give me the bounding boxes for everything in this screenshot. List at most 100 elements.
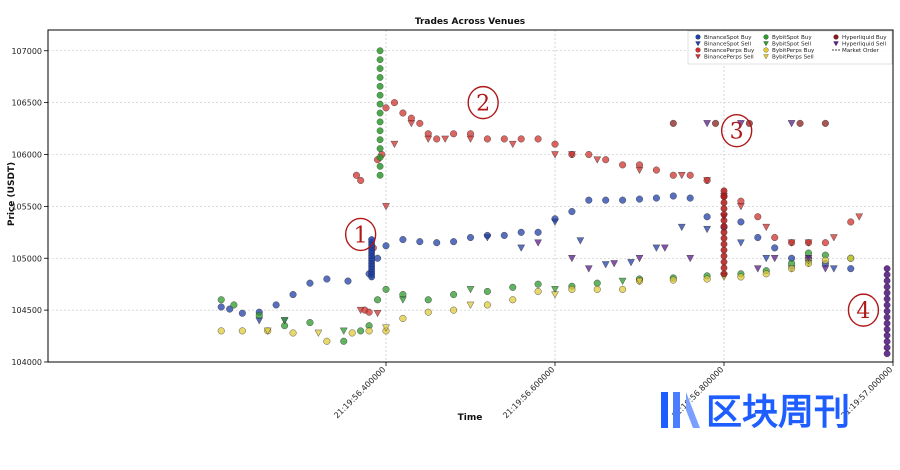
y-axis-title: Price (USDT) (7, 162, 17, 226)
market-order-point (376, 163, 384, 170)
data-point (677, 223, 686, 232)
data-point (585, 196, 593, 204)
data-point (534, 239, 542, 247)
legend-item: Hyperliquid Sell (833, 41, 886, 48)
data-point (787, 239, 796, 247)
market-order-point (883, 289, 891, 297)
data-point (635, 277, 644, 285)
data-point (753, 265, 762, 273)
watermark-text: 区块周刊 (706, 392, 850, 433)
market-order-point (720, 240, 728, 248)
data-point (568, 255, 576, 263)
annotation-circle (847, 293, 880, 327)
legend-item: BinanceSpot Sell (695, 41, 751, 48)
data-point (619, 196, 627, 204)
legend-item: Market Order (832, 48, 880, 54)
data-point (441, 135, 449, 143)
data-point (770, 255, 779, 263)
data-point (483, 287, 491, 295)
market-order-point (883, 319, 891, 327)
data-point (821, 119, 829, 127)
market-order-point (720, 187, 728, 195)
data-point (754, 213, 762, 221)
data-point (255, 311, 263, 319)
data-point (821, 239, 829, 247)
market-order-point (376, 109, 384, 117)
legend-item: BybitPerps Buy (763, 47, 815, 54)
market-order-point (376, 65, 384, 72)
data-point (226, 305, 234, 313)
data-point (737, 203, 745, 211)
legend-label: BinancePerps Sell (704, 55, 754, 61)
data-point (508, 140, 517, 149)
data-point (821, 265, 830, 273)
legend-item: Hyperliquid Buy (833, 34, 887, 41)
data-point (382, 324, 390, 332)
legend-marker (763, 47, 769, 53)
plot-frame (47, 29, 894, 363)
data-point (306, 279, 314, 287)
series-hyperliquid-sell (534, 120, 830, 273)
legend-label: BinancePerps Buy (704, 48, 755, 54)
data-point (754, 233, 762, 241)
data-point (787, 120, 796, 128)
data-point (551, 140, 559, 148)
data-point (352, 171, 360, 179)
annotation-circle (720, 113, 753, 148)
data-point (661, 244, 669, 252)
data-point (289, 291, 297, 299)
data-point (433, 239, 441, 247)
data-point (627, 259, 635, 267)
legend-label: Hyperliquid Sell (842, 42, 886, 48)
data-point (407, 120, 416, 128)
legend-label: Hyperliquid Buy (842, 35, 887, 41)
data-point (821, 256, 829, 264)
market-order-point (376, 91, 384, 99)
market-order-point (376, 171, 384, 179)
market-order-point (883, 313, 891, 321)
data-point (374, 254, 382, 262)
legend-item: BinancePerps Sell (695, 54, 754, 61)
data-point (466, 135, 475, 143)
data-point (619, 161, 627, 169)
data-point (399, 296, 407, 304)
data-point (382, 104, 390, 112)
data-point (762, 270, 770, 278)
series-binancespot-buy (217, 192, 855, 317)
data-point (357, 327, 365, 335)
legend-item: BinancePerps Buy (695, 47, 755, 54)
series-binancespot-sell (255, 218, 838, 325)
series-binanceperps-buy (352, 99, 855, 316)
data-point (669, 192, 677, 200)
data-point (593, 279, 601, 287)
y-tick-label: 104000 (11, 358, 42, 367)
data-point (509, 283, 517, 291)
annotation-circle (467, 85, 499, 120)
data-point (450, 306, 458, 314)
y-tick-label: 105000 (11, 254, 42, 263)
data-point (280, 317, 289, 325)
market-order-point (376, 127, 384, 135)
data-point (593, 285, 601, 293)
series-bybitspot-sell (280, 260, 813, 335)
data-point (669, 119, 677, 127)
data-point (652, 166, 660, 174)
annotations: 1 2 3 4 (344, 85, 880, 327)
legend-label: BinanceSpot Sell (704, 42, 751, 48)
market-order-point (720, 193, 728, 201)
data-point (289, 329, 297, 337)
data-point (568, 285, 576, 293)
market-order-point (720, 264, 728, 272)
legend-label: BinanceSpot Buy (704, 35, 752, 41)
y-tick-label: 106000 (11, 151, 42, 160)
market-order-point (376, 74, 384, 81)
legend-label: BybitPerps Sell (772, 55, 814, 61)
market-order-point (720, 258, 728, 266)
market-order-point (883, 344, 891, 351)
data-point (847, 254, 855, 262)
annotation-number: 3 (730, 120, 744, 145)
y-tick-label: 105500 (11, 202, 42, 211)
data-point (356, 306, 365, 315)
